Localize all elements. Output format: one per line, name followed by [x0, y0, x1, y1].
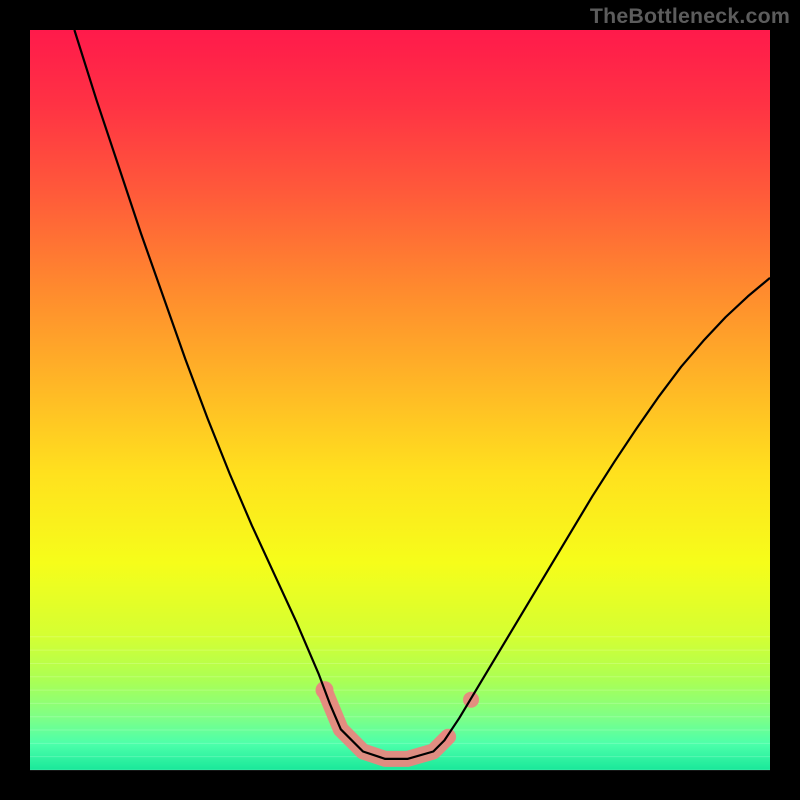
chart-svg	[0, 0, 800, 800]
gradient-bg	[30, 30, 770, 770]
watermark-label: TheBottleneck.com	[590, 4, 790, 29]
bottleneck-chart: TheBottleneck.com	[0, 0, 800, 800]
